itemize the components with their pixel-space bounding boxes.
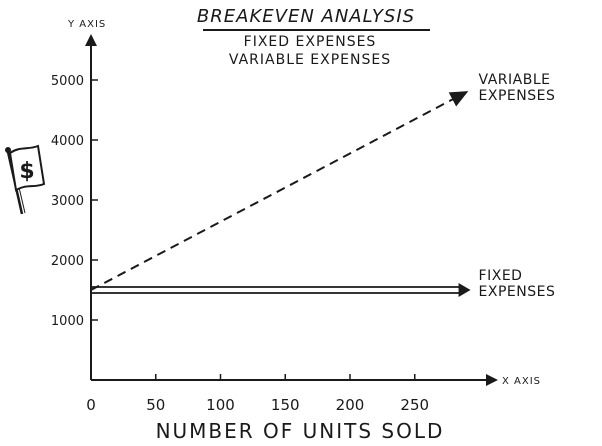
y-tick-label: 3000 [51, 194, 84, 209]
fixed-expenses-line [91, 283, 471, 297]
y-axis-tag: Y AXIS [67, 19, 106, 30]
y-tick-label: 5000 [51, 74, 84, 89]
series-label: EXPENSES [479, 88, 556, 104]
y-axis [85, 34, 97, 380]
x-axis-label: NUMBER OF UNITS SOLD [156, 419, 445, 443]
y-tick-label: 4000 [51, 134, 84, 149]
x-axis-tag: X AXIS [502, 376, 541, 387]
series-label: VARIABLE [479, 72, 551, 88]
x-tick-label: 50 [146, 396, 165, 414]
x-tick-label: 100 [206, 396, 235, 414]
y-tick-label: 2000 [51, 254, 84, 269]
x-axis [91, 374, 498, 386]
subtitle-line-1: FIXED EXPENSES [244, 34, 377, 50]
variable-expenses-line [90, 91, 469, 291]
x-tick-label: 250 [400, 396, 429, 414]
y-tick-label: 1000 [51, 314, 84, 329]
series-lines [90, 91, 471, 297]
dollar-sign: $ [19, 159, 34, 184]
series-label: FIXED [479, 268, 523, 284]
chart-title: BREAKEVEN ANALYSIS [197, 6, 415, 27]
x-tick-label: 150 [271, 396, 300, 414]
dollar-flag-icon: $ [5, 144, 46, 215]
x-tick-label: 200 [336, 396, 365, 414]
subtitle-line-2: VARIABLE EXPENSES [229, 52, 391, 68]
axis-ticks: 0 50 100 150 200 250 1000 2000 3000 4000 5000 [51, 74, 429, 414]
x-tick-label: 0 [86, 396, 96, 414]
series-label: EXPENSES [479, 284, 556, 300]
